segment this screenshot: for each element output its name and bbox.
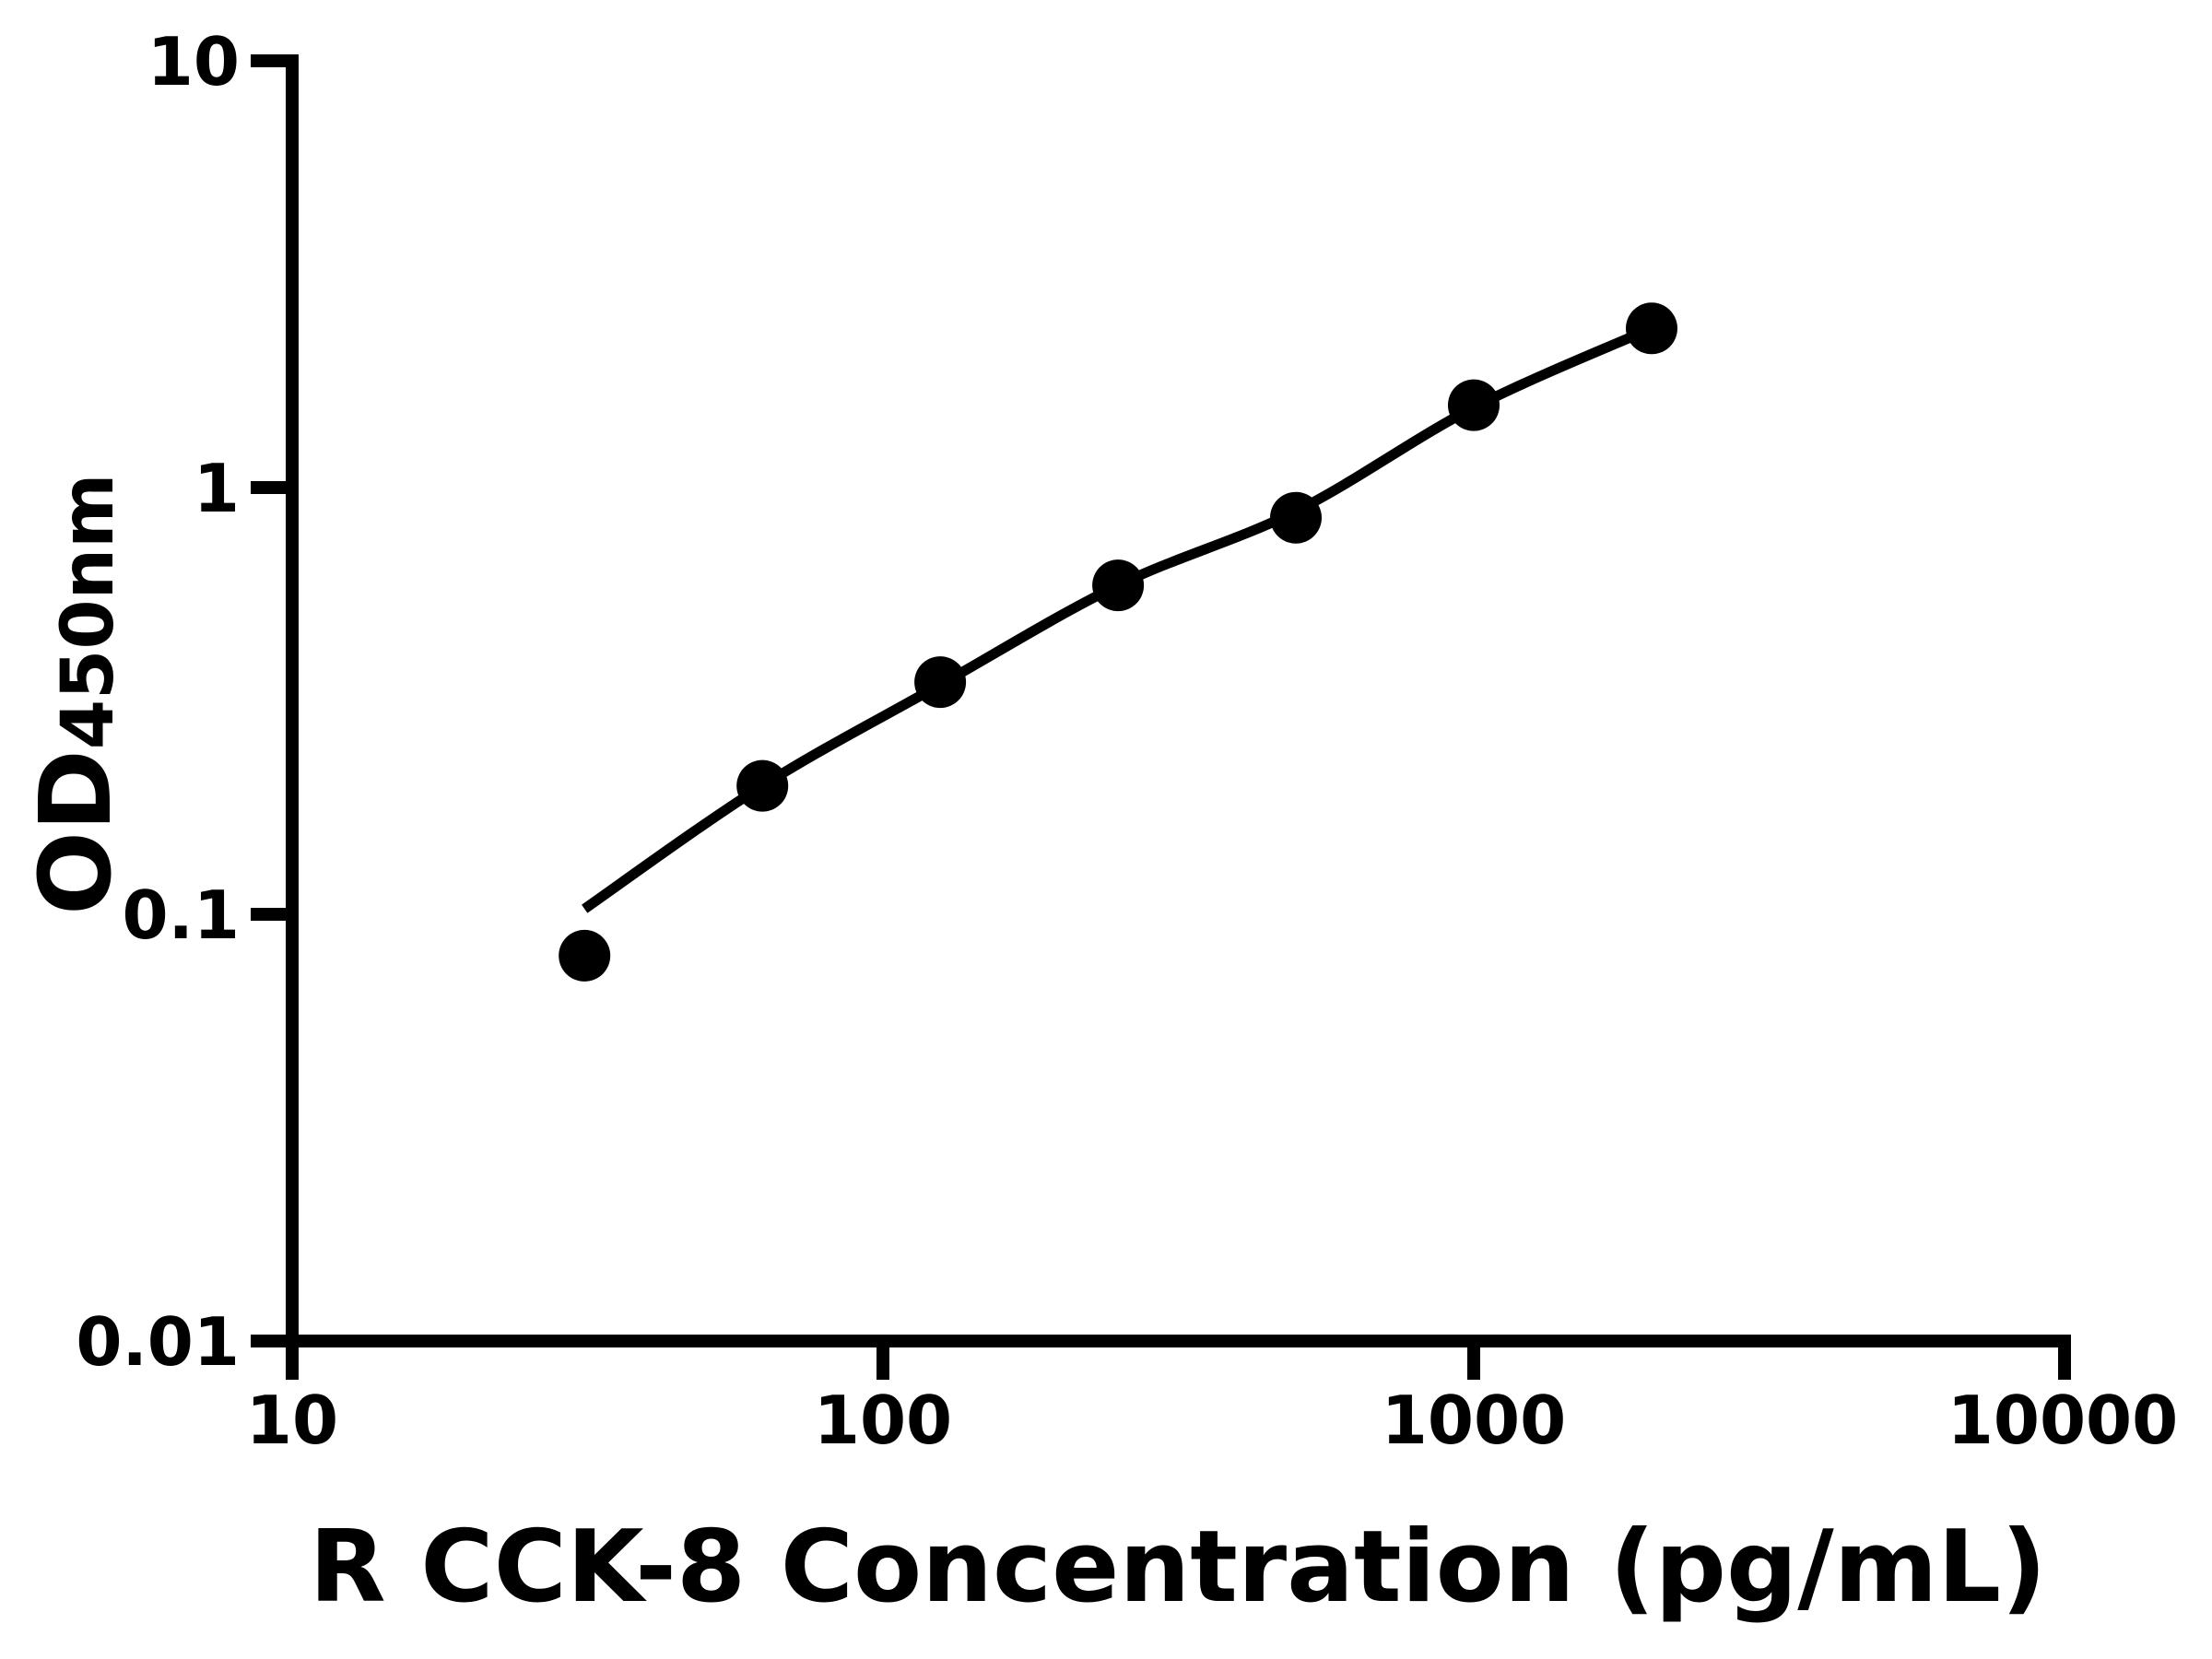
y-axis-tick-labels: 10 1 0.1 0.01 (76, 23, 240, 1381)
data-point (1448, 379, 1500, 431)
x-tick-label: 100 (814, 1382, 952, 1459)
data-point (914, 656, 967, 709)
x-tick-label: 10 (246, 1382, 338, 1459)
axes (251, 54, 2071, 1380)
y-axis-title-main: OD (19, 749, 134, 915)
x-axis-title: R CCK-8 Concentration (pg/mL) (310, 1510, 2047, 1625)
data-points (559, 302, 1677, 982)
data-point (559, 929, 611, 982)
x-axis-tick-labels: 10 100 1000 10000 (246, 1382, 2178, 1459)
y-axis-title: OD450nm (19, 474, 134, 915)
x-tick-label: 1000 (1382, 1382, 1566, 1459)
y-tick-label: 0.1 (122, 877, 240, 954)
data-point (736, 759, 789, 812)
y-axis-title-subscript: 450nm (47, 474, 130, 750)
y-tick-label: 10 (147, 23, 240, 100)
y-tick-label: 1 (194, 450, 240, 527)
y-tick-label: 0.01 (76, 1303, 240, 1381)
x-tick-label: 10000 (1947, 1382, 2179, 1459)
data-point (1092, 559, 1145, 612)
data-point (1270, 491, 1322, 544)
y-axis-ticks (251, 54, 292, 1347)
data-point (1626, 302, 1677, 355)
x-axis-ticks (286, 1341, 2071, 1380)
